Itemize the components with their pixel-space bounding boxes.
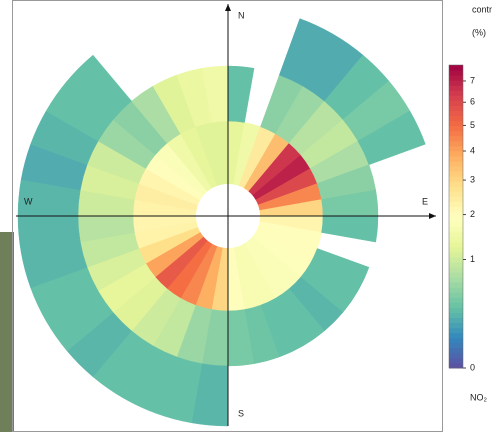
- colorbar-step: [449, 251, 463, 258]
- colorbar-tick-label: 1: [470, 254, 475, 264]
- colorbar-step: [449, 347, 463, 354]
- colorbar-step: [449, 100, 463, 106]
- colorbar-step: [449, 221, 463, 228]
- colorbar-step: [449, 342, 463, 349]
- colorbar-step: [449, 322, 463, 329]
- colorbar-tick-label: 2: [470, 209, 475, 219]
- colorbar-step: [449, 256, 463, 263]
- colorbar-step: [449, 272, 463, 278]
- colorbar-step: [449, 332, 463, 339]
- colorbar-step: [449, 75, 463, 81]
- colorbar-step: [449, 307, 463, 313]
- colorbar-step: [449, 302, 463, 308]
- colorbar-step: [449, 115, 463, 122]
- colorbar-step: [449, 150, 463, 157]
- colorbar-step: [449, 110, 463, 116]
- colorbar-step: [449, 201, 463, 207]
- colorbar-step: [449, 287, 463, 293]
- colorbar-step: [449, 65, 463, 71]
- wedge: [321, 215, 379, 243]
- colorbar-step: [449, 362, 463, 369]
- colorbar-step: [449, 327, 463, 334]
- colorbar-tick-label: 4: [470, 145, 475, 155]
- map-fragment: [0, 232, 14, 432]
- colorbar-step: [449, 246, 463, 253]
- colorbar-step: [449, 166, 463, 172]
- colorbar-step: [449, 155, 463, 162]
- colorbar-step: [449, 292, 463, 298]
- wedge: [357, 110, 426, 166]
- colorbar: 0 1 2 3 4 5 6 7: [448, 64, 475, 372]
- colorbar-step: [449, 120, 463, 127]
- colorbar-tick-label: 5: [470, 120, 475, 130]
- label-n: N: [238, 10, 245, 20]
- colorbar-step: [449, 85, 463, 91]
- colorbar-step: [449, 191, 463, 197]
- label-s: S: [238, 408, 244, 418]
- colorbar-step: [449, 277, 463, 283]
- pollutant: NO₂: [470, 392, 488, 402]
- arrow-n: [225, 4, 231, 11]
- colorbar-step: [449, 176, 463, 182]
- colorbar-step: [449, 206, 463, 212]
- colorbar-step: [449, 130, 463, 137]
- colorbar-step: [449, 337, 463, 344]
- colorbar-step: [449, 226, 463, 233]
- colorbar-step: [449, 317, 463, 324]
- colorbar-step: [449, 211, 463, 217]
- colorbar-step: [449, 312, 463, 318]
- colorbar-step: [449, 267, 463, 273]
- colorbar-step: [449, 171, 463, 177]
- colorbar-frame: [448, 64, 464, 369]
- wedge: [66, 54, 132, 120]
- colorbar-step: [449, 70, 463, 76]
- colorbar-tick-label: 0: [470, 362, 475, 372]
- label-w: W: [24, 196, 33, 206]
- colorbar-step: [449, 95, 463, 101]
- colorbar-step: [449, 261, 463, 268]
- colorbar-step: [449, 135, 463, 142]
- colorbar-step: [449, 105, 463, 111]
- colorbar-tick-label: 7: [470, 75, 475, 85]
- colorbar-tick-label: 6: [470, 97, 475, 107]
- wedge: [227, 65, 255, 123]
- label-e: E: [422, 196, 428, 206]
- colorbar-step: [449, 90, 463, 96]
- colorbar-step: [449, 196, 463, 202]
- colorbar-step: [449, 125, 463, 132]
- colorbar-step: [449, 181, 463, 187]
- colorbar-tick-label: 3: [470, 174, 475, 184]
- colorbar-step: [449, 282, 463, 288]
- colorbar-step: [449, 216, 463, 223]
- colorbar-step: [449, 241, 463, 248]
- colorbar-step: [449, 145, 463, 152]
- colorbar-step: [449, 236, 463, 243]
- arrow-e: [429, 213, 436, 219]
- colorbar-step: [449, 186, 463, 192]
- colorbar-step: [449, 140, 463, 147]
- colorbar-step: [449, 231, 463, 238]
- colorbar-step: [449, 80, 463, 86]
- wedges: [17, 18, 426, 427]
- colorbar-step: [449, 160, 463, 167]
- colorbar-unit: (%): [472, 27, 486, 37]
- colorbar-step: [449, 357, 463, 364]
- colorbar-title: contr: [472, 4, 492, 14]
- colorbar-step: [449, 352, 463, 359]
- colorbar-step: [449, 297, 463, 303]
